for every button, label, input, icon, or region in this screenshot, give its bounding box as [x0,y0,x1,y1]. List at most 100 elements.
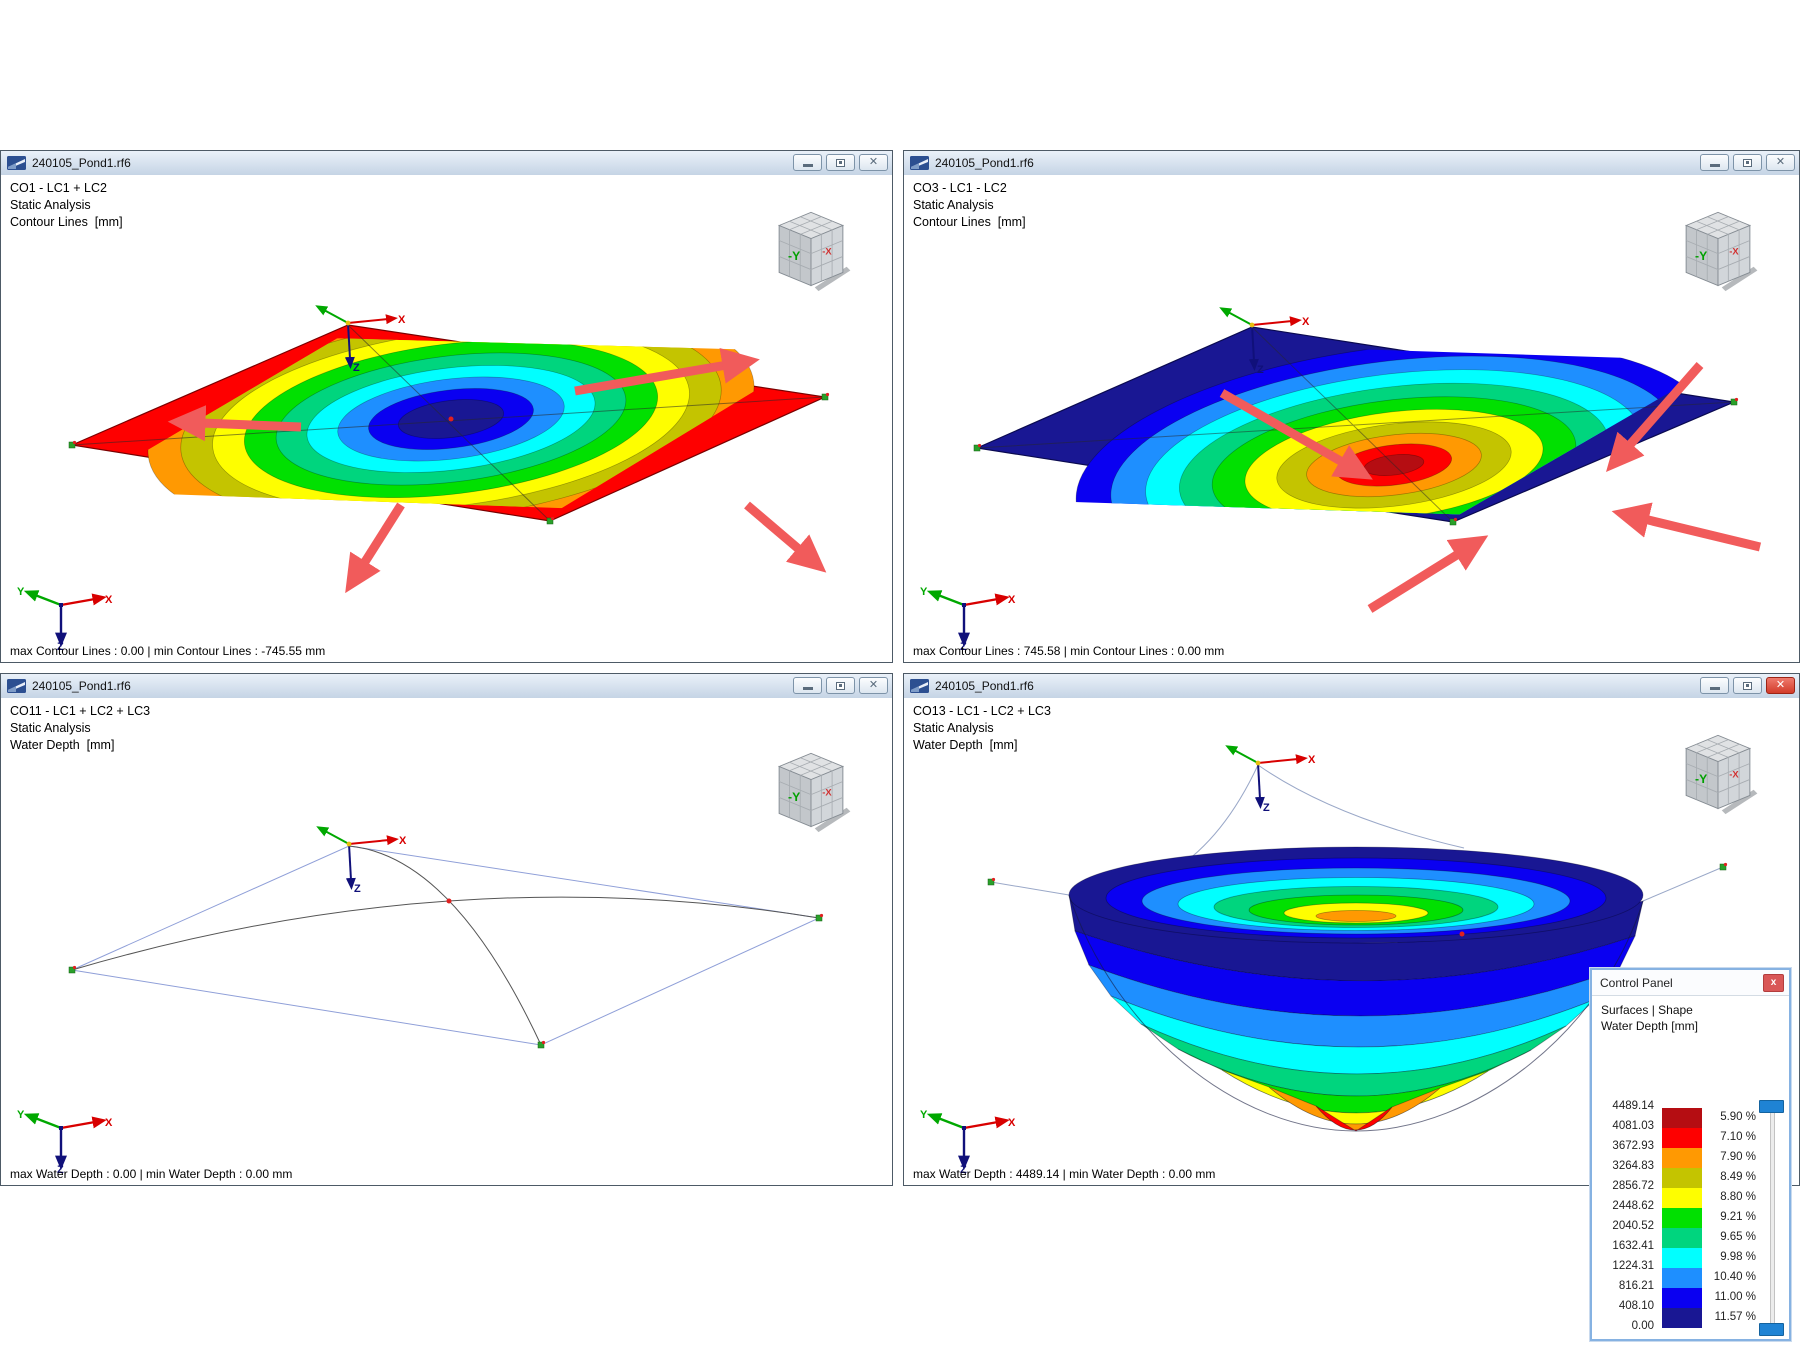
result-type-label: Contour Lines [mm] [10,215,123,229]
legend-value: 2856.72 [1612,1180,1654,1192]
model-viewport[interactable]: X Z Y X Z [1,698,892,1185]
svg-text:Z: Z [960,1164,967,1176]
restore-button[interactable] [826,677,855,694]
corner-nodes [68,913,824,1049]
model-viewport[interactable]: X Z Y X Z [904,698,1799,1185]
cube-front-label[interactable]: -Y [788,249,800,263]
titlebar[interactable]: 240105_Pond1.rf6 ✕ [904,151,1799,176]
app-icon [910,679,929,693]
result-labels: CO1 - LC1 + LC2 Static Analysis Contour … [10,180,123,231]
viewport-area: CO3 - LC1 - LC2 Static Analysis Contour … [904,175,1799,662]
legend-value: 4489.14 [1612,1100,1654,1112]
close-button[interactable]: ✕ [859,154,888,171]
cube-grid [778,757,844,823]
close-button[interactable]: ✕ [859,677,888,694]
titlebar[interactable]: 240105_Pond1.rf6 ✕ [1,674,892,699]
restore-button[interactable] [826,154,855,171]
window-title: 240105_Pond1.rf6 [935,156,1034,170]
viewport-area: CO11 - LC1 + LC2 + LC3 Static Analysis W… [1,698,892,1185]
legend-value: 2448.62 [1612,1200,1654,1212]
result-labels: CO13 - LC1 - LC2 + LC3 Static Analysis W… [913,703,1051,754]
load-arrows-outward [167,348,827,594]
result-type-label: Water Depth [mm] [10,738,115,752]
legend-header-line2: Water Depth [mm] [1601,1019,1698,1033]
analysis-type-label: Static Analysis [913,721,994,735]
restore-button[interactable] [1733,677,1762,694]
model-viewport[interactable]: X Z Y X Z [1,175,892,662]
svg-text:X: X [398,314,406,326]
status-text: max Water Depth : 0.00 | min Water Depth… [10,1167,293,1181]
center-node [446,898,452,904]
titlebar[interactable]: 240105_Pond1.rf6 ✕ [1,151,892,176]
cube-right-label[interactable]: -X [1729,247,1739,257]
svg-text:Z: Z [1263,802,1270,814]
nav-cube[interactable]: -Y -X [766,199,856,297]
result-labels: CO3 - LC1 - LC2 Static Analysis Contour … [913,180,1026,231]
legend-slider-track[interactable] [1770,1104,1775,1336]
legend-percent: 10.40 % [1713,1271,1756,1283]
analysis-type-label: Static Analysis [10,198,91,212]
cube-front-label[interactable]: -Y [1695,772,1707,786]
legend-percent: 11.00 % [1714,1291,1756,1303]
app-icon [7,156,26,170]
minimize-button[interactable] [793,677,822,694]
legend-value: 2040.52 [1612,1220,1654,1232]
load-combo-label: CO11 - LC1 + LC2 + LC3 [10,704,151,718]
result-type-label: Water Depth [mm] [913,738,1018,752]
restore-button[interactable] [1733,154,1762,171]
legend-percent: 5.90 % [1720,1111,1756,1123]
status-text: max Contour Lines : 745.58 | min Contour… [913,644,1225,658]
close-button[interactable]: ✕ [1766,677,1795,694]
cube-right-label[interactable]: -X [1729,770,1739,780]
minimize-button[interactable] [793,154,822,171]
window-title: 240105_Pond1.rf6 [935,679,1034,693]
legend-percent: 8.49 % [1720,1171,1756,1183]
nav-cube[interactable]: -Y -X [766,740,856,838]
legend-slider-handle-top[interactable] [1759,1100,1784,1113]
minimize-button[interactable] [1700,154,1729,171]
svg-text:Z: Z [1257,364,1264,376]
result-type-label: Contour Lines [mm] [913,215,1026,229]
legend-value: 3672.93 [1612,1140,1654,1152]
window-top-right: 240105_Pond1.rf6 ✕ CO3 - LC1 - LC2 Stati… [903,150,1800,663]
control-panel-close-button[interactable]: x [1763,974,1784,992]
membrane-wireframe [70,845,821,1046]
svg-text:X: X [1008,1117,1016,1129]
window-title: 240105_Pond1.rf6 [32,679,131,693]
nav-cube[interactable]: -Y -X [1673,722,1763,820]
cube-right-label[interactable]: -X [822,247,832,257]
cube-front-label[interactable]: -Y [1695,249,1707,263]
status-text: max Water Depth : 4489.14 | min Water De… [913,1167,1216,1181]
legend-value: 0.00 [1631,1320,1654,1332]
view-axis-triad: Y X Z [920,1109,1016,1176]
minimize-button[interactable] [1700,677,1729,694]
svg-text:X: X [1008,594,1016,606]
legend-slider-handle-bottom[interactable] [1759,1323,1784,1336]
svg-text:X: X [105,1117,113,1129]
status-text: max Contour Lines : 0.00 | min Contour L… [10,644,326,658]
scene-axis-triad: X Z [1219,307,1310,376]
viewport-area: CO1 - LC1 + LC2 Static Analysis Contour … [1,175,892,662]
load-arrows-inward [1219,362,1762,613]
legend-percent: 9.98 % [1720,1251,1756,1263]
view-axis-triad: Y X Z [17,1109,113,1176]
legend-percent: 8.80 % [1720,1191,1756,1203]
control-panel-titlebar[interactable]: Control Panel x [1592,970,1789,996]
close-button[interactable]: ✕ [1766,154,1795,171]
legend-header-line1: Surfaces | Shape [1601,1003,1693,1017]
model-viewport[interactable]: X Z Y X Z [904,175,1799,662]
svg-text:Z: Z [960,641,967,653]
titlebar[interactable]: 240105_Pond1.rf6 ✕ [904,674,1799,699]
cube-right-label[interactable]: -X [822,788,832,798]
legend-value: 1224.31 [1612,1260,1654,1272]
svg-text:X: X [399,835,407,847]
svg-text:X: X [105,594,113,606]
load-combo-label: CO3 - LC1 - LC2 [913,181,1007,195]
window-top-left: 240105_Pond1.rf6 ✕ CO1 - LC1 + LC2 Stati… [0,150,893,663]
svg-text:Y: Y [17,1109,25,1121]
cube-front-label[interactable]: -Y [788,790,800,804]
svg-text:Z: Z [353,362,360,374]
legend-value: 1632.41 [1612,1240,1654,1252]
nav-cube[interactable]: -Y -X [1673,199,1763,297]
svg-text:Y: Y [920,586,928,598]
